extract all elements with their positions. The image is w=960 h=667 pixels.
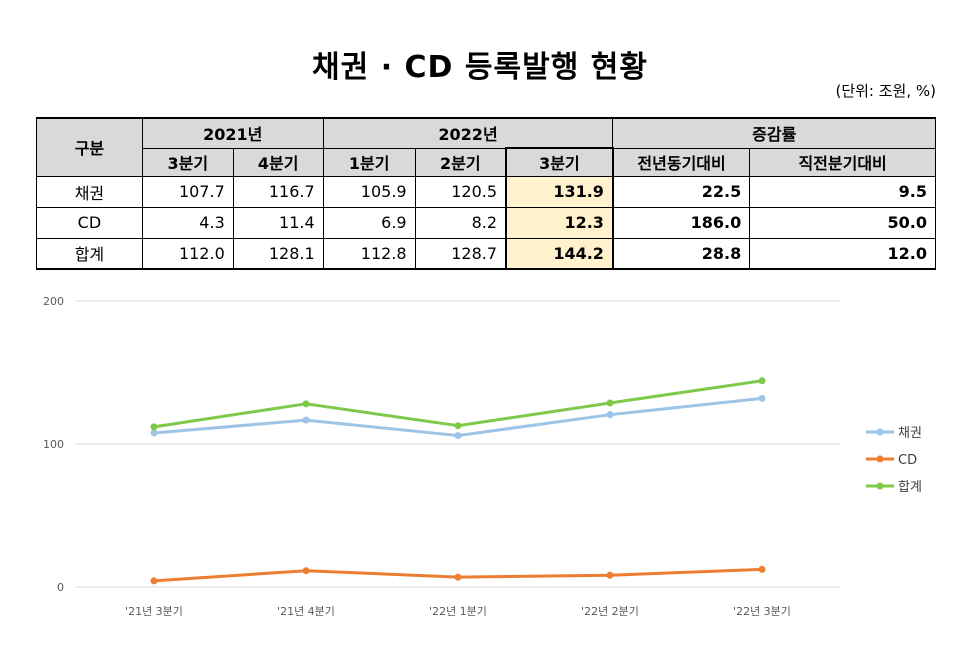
header-sub: 전년동기대비 <box>612 147 751 177</box>
data-point <box>454 422 462 430</box>
table-cell: 9.5 <box>749 175 936 208</box>
y-tick-label: 200 <box>43 295 64 308</box>
header-sub: 4분기 <box>232 147 324 177</box>
data-point <box>758 377 766 385</box>
header-growth: 증감률 <box>612 117 936 149</box>
x-tick-label: '22년 2분기 <box>581 605 639 618</box>
table-cell-highlight: 144.2 <box>505 237 614 270</box>
table-cell: 12.0 <box>749 237 936 270</box>
x-tick-label: '21년 3분기 <box>125 605 183 618</box>
table-cell: 112.8 <box>322 237 416 270</box>
table-cell: 120.5 <box>414 175 507 208</box>
header-sub: 2분기 <box>414 147 507 177</box>
table-cell-highlight: 131.9 <box>505 175 614 208</box>
data-point <box>454 573 462 581</box>
data-point <box>150 429 158 437</box>
table-row: 채권 107.7 116.7 105.9 120.5 131.9 22.5 9.… <box>36 175 936 208</box>
table-cell: 105.9 <box>322 175 416 208</box>
header-year-2021: 2021년 <box>141 117 324 149</box>
row-label: 합계 <box>36 237 143 270</box>
series-line-2 <box>153 379 763 429</box>
header-category: 구분 <box>36 117 143 177</box>
data-point <box>606 571 614 579</box>
table-cell: 186.0 <box>612 206 751 239</box>
legend-label: 합계 <box>898 480 922 495</box>
data-point <box>454 432 462 440</box>
y-tick-label: 100 <box>43 438 64 451</box>
header-year-2022: 2022년 <box>322 117 614 149</box>
data-point <box>758 565 766 573</box>
table-cell: 11.4 <box>232 206 324 239</box>
table-cell: 8.2 <box>414 206 507 239</box>
data-point <box>150 577 158 585</box>
legend-label: CD <box>898 453 917 468</box>
table-row: 합계 112.0 128.1 112.8 128.7 144.2 28.8 12… <box>36 237 936 270</box>
row-label: 채권 <box>36 175 143 208</box>
table-cell: 112.0 <box>141 237 234 270</box>
data-point <box>606 411 614 419</box>
legend-label: 채권 <box>898 426 922 441</box>
table-cell: 128.7 <box>414 237 507 270</box>
x-tick-label: '22년 1분기 <box>429 605 487 618</box>
legend-marker <box>876 482 884 490</box>
legend-marker <box>876 428 884 436</box>
header-sub: 1분기 <box>322 147 416 177</box>
x-tick-label: '21년 4분기 <box>277 605 335 618</box>
data-point <box>150 423 158 431</box>
header-sub-highlight: 3분기 <box>505 147 614 177</box>
table-cell-highlight: 12.3 <box>505 206 614 239</box>
row-label: CD <box>36 206 143 239</box>
table-row: CD 4.3 11.4 6.9 8.2 12.3 186.0 50.0 <box>36 206 936 239</box>
table-cell: 107.7 <box>141 175 234 208</box>
data-point <box>302 400 310 408</box>
y-tick-label: 0 <box>57 581 64 594</box>
stats-table: 구분 2021년 2022년 증감률 3분기 4분기 1분기 2분기 3분기 전… <box>36 117 936 270</box>
unit-label: (단위: 조원, %) <box>835 82 936 100</box>
x-tick-label: '22년 3분기 <box>733 605 791 618</box>
table-cell: 116.7 <box>232 175 324 208</box>
data-point <box>302 416 310 424</box>
page-title: 채권 · CD 등록발행 현황 <box>312 50 648 85</box>
line-chart: 0 100 200 '21년 3분기 '21년 4분기 '22년 1분기 '22년 2분기 '… <box>43 295 922 618</box>
data-point <box>606 399 614 407</box>
legend-marker <box>876 455 884 463</box>
table-cell: 6.9 <box>322 206 416 239</box>
data-point <box>302 567 310 575</box>
header-sub: 직전분기대비 <box>749 147 936 177</box>
series-line-0 <box>153 396 763 438</box>
header-sub: 3분기 <box>141 147 234 177</box>
table-cell: 4.3 <box>141 206 234 239</box>
data-point <box>758 394 766 402</box>
table-cell: 50.0 <box>749 206 936 239</box>
table-cell: 22.5 <box>612 175 751 208</box>
table-cell: 128.1 <box>232 237 324 270</box>
table-cell: 28.8 <box>612 237 751 270</box>
